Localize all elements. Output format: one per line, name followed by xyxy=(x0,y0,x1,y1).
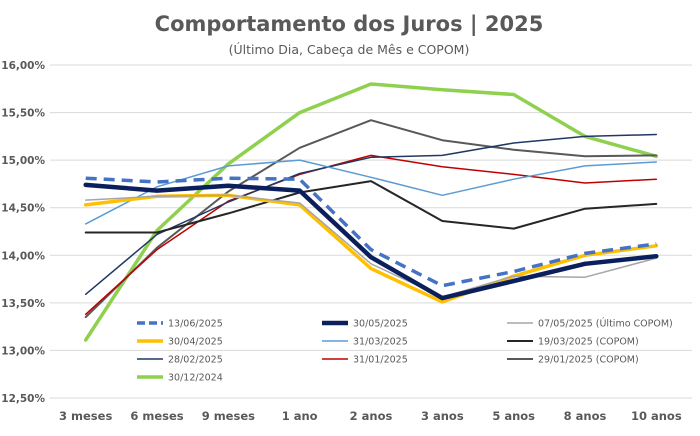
series-line xyxy=(84,159,658,225)
legend-label: 28/02/2025 xyxy=(168,355,223,366)
chart-title: Comportamento dos Juros | 2025 xyxy=(155,12,544,37)
x-tick-label: 6 meses xyxy=(130,409,183,423)
x-tick-label: 1 ano xyxy=(282,409,318,423)
series-line xyxy=(84,133,658,296)
y-tick-label: 14,00% xyxy=(1,250,45,262)
grid-lines xyxy=(50,64,692,399)
legend-label: 30/12/2024 xyxy=(168,373,223,384)
x-tick-label: 8 anos xyxy=(564,409,607,423)
legend-label: 07/05/2025 (Último COPOM) xyxy=(538,318,673,330)
legend: 13/06/2025 30/05/2025 07/05/2025 (Último C… xyxy=(137,318,673,384)
legend-label: 30/04/2025 xyxy=(168,337,223,348)
series-line xyxy=(84,154,658,316)
x-tick-label: 10 anos xyxy=(631,409,682,423)
series-line xyxy=(84,194,658,298)
legend-label: 19/03/2025 (COPOM) xyxy=(538,337,639,348)
x-axis-ticks: 3 meses 6 meses 9 meses 1 ano 2 anos 3 anos 5 … xyxy=(59,409,682,423)
y-tick-label: 16,00% xyxy=(1,60,45,72)
y-tick-label: 13,50% xyxy=(1,298,45,310)
y-tick-label: 14,50% xyxy=(1,203,45,215)
x-tick-label: 3 meses xyxy=(59,409,112,423)
y-tick-label: 13,00% xyxy=(1,345,45,357)
y-tick-label: 15,50% xyxy=(1,108,45,120)
x-tick-label: 2 anos xyxy=(350,409,393,423)
legend-label: 29/01/2025 (COPOM) xyxy=(538,355,639,366)
series-line xyxy=(83,182,659,301)
legend-label: 31/01/2025 xyxy=(353,355,408,366)
y-tick-label: 15,00% xyxy=(1,155,45,167)
series-line xyxy=(85,176,657,288)
series-lines xyxy=(83,82,659,342)
series-line xyxy=(83,82,659,342)
series-line xyxy=(84,119,658,319)
y-tick-label: 12,50% xyxy=(1,393,45,405)
chart-subtitle: (Último Dia, Cabeça de Mês e COPOM) xyxy=(229,42,470,57)
x-tick-label: 9 meses xyxy=(202,409,255,423)
series-line xyxy=(84,180,658,234)
x-tick-label: 3 anos xyxy=(421,409,464,423)
legend-label: 13/06/2025 xyxy=(168,319,223,330)
legend-label: 31/03/2025 xyxy=(353,337,408,348)
x-tick-label: 5 anos xyxy=(492,409,535,423)
legend-label: 30/05/2025 xyxy=(353,319,408,330)
y-axis-ticks: 12,50% 13,00% 13,50% 14,00% 14,50% 15,00% 15,5… xyxy=(1,60,45,405)
